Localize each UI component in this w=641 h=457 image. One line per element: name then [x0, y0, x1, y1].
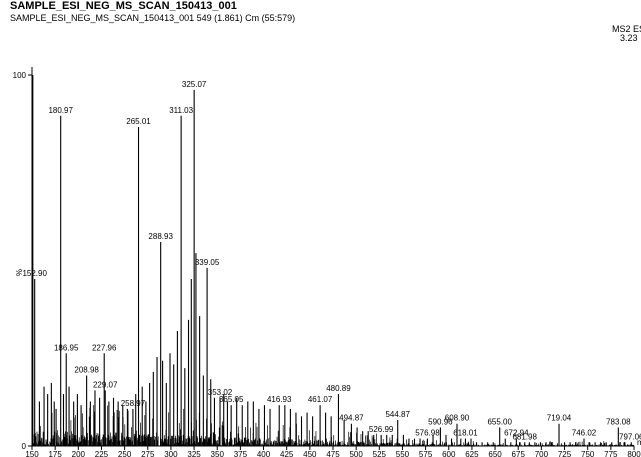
- peak-label: 288.93: [148, 232, 173, 241]
- peak-label: 590.96: [428, 417, 453, 426]
- peak-label: 783.08: [606, 417, 631, 426]
- peak-label: 265.01: [126, 117, 151, 126]
- x-tick-label: 775: [604, 450, 618, 457]
- x-tick-label: 400: [257, 450, 271, 457]
- peak-label: 180.97: [48, 106, 73, 115]
- x-tick-label: 500: [349, 450, 363, 457]
- peak-label: 461.07: [308, 395, 333, 404]
- peak-label: 526.99: [369, 425, 394, 434]
- spectrum-title: SAMPLE_ESI_NEG_MS_SCAN_150413_001: [10, 0, 237, 12]
- peak-label: 152.90: [22, 269, 47, 278]
- peak-label: 719.04: [547, 414, 572, 423]
- peak-label: 608.90: [445, 414, 470, 423]
- peak-label: 544.87: [385, 410, 410, 419]
- peak-label: 746.02: [572, 429, 597, 438]
- peak-label: 618.01: [453, 429, 478, 438]
- intensity-label: 3.23: [620, 33, 638, 43]
- x-tick-label: 350: [211, 450, 225, 457]
- x-tick-label: 300: [164, 450, 178, 457]
- x-tick-label: 150: [25, 450, 39, 457]
- x-tick-label: 275: [141, 450, 155, 457]
- peak-label: 311.03: [169, 106, 193, 115]
- x-tick-label: 425: [280, 450, 294, 457]
- peak-label: 258.97: [121, 399, 146, 408]
- x-tick-label: 450: [303, 450, 317, 457]
- scan-info: SAMPLE_ESI_NEG_MS_SCAN_150413_001 549 (1…: [10, 13, 296, 23]
- x-tick-label: 800: [627, 450, 641, 457]
- x-tick-label: 175: [48, 450, 62, 457]
- peak-label: 325.07: [182, 80, 207, 89]
- peak-label: 227.96: [92, 343, 117, 352]
- peak-label: 655.00: [487, 417, 512, 426]
- peak-label: 480.89: [326, 384, 351, 393]
- peak-label: 339.05: [195, 258, 220, 267]
- x-tick-label: 725: [558, 450, 572, 457]
- x-tick-label: 250: [118, 450, 132, 457]
- peak-label: 229.07: [93, 380, 118, 389]
- peak-label: 494.87: [339, 414, 364, 423]
- peak-label: 576.98: [415, 429, 440, 438]
- x-tick-label: 625: [465, 450, 479, 457]
- x-tick-label: 225: [95, 450, 109, 457]
- x-tick-label: 650: [488, 450, 502, 457]
- x-tick-label: 375: [234, 450, 248, 457]
- x-tick-label: 550: [396, 450, 410, 457]
- peak-label: 365.05: [219, 395, 244, 404]
- y-axis-label: %: [15, 269, 24, 276]
- scan-type-label: MS2 ES: [612, 24, 641, 34]
- peak-label: 797.06: [619, 432, 641, 441]
- x-tick-label: 475: [326, 450, 340, 457]
- x-tick-label: 750: [581, 450, 595, 457]
- x-axis-label: m/z: [637, 438, 641, 447]
- x-tick-label: 675: [512, 450, 526, 457]
- x-tick-label: 325: [187, 450, 201, 457]
- peak-label: 681.98: [512, 432, 537, 441]
- x-tick-label: 700: [535, 450, 549, 457]
- peak-label: 186.95: [54, 343, 79, 352]
- peak-label: 672.94: [504, 429, 529, 438]
- peak-label: 353.02: [208, 388, 233, 397]
- peak-label: 416.93: [267, 395, 292, 404]
- x-tick-label: 575: [419, 450, 433, 457]
- peak-label: 208.98: [74, 366, 99, 375]
- y-tick-label: 100: [13, 71, 27, 80]
- x-tick-label: 525: [373, 450, 387, 457]
- x-tick-label: 600: [442, 450, 456, 457]
- x-tick-label: 200: [72, 450, 86, 457]
- y-tick-label: 0: [22, 442, 27, 451]
